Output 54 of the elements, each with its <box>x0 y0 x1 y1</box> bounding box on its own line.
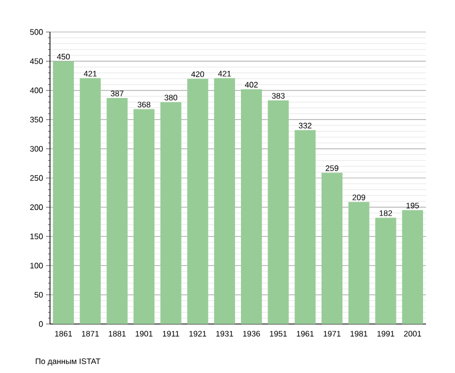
bar <box>214 78 236 324</box>
x-tick-label: 1951 <box>270 330 287 337</box>
data-label: 421 <box>218 70 231 76</box>
data-label: 182 <box>380 210 392 216</box>
data-label: 332 <box>298 122 312 128</box>
x-tick-label: 1981 <box>350 330 368 337</box>
y-tick-label: 100 <box>30 262 43 268</box>
bar <box>348 202 370 324</box>
x-tick-label: 1921 <box>189 330 206 337</box>
bar <box>106 98 128 324</box>
x-tick-label: 1901 <box>136 330 153 337</box>
bar <box>375 218 396 324</box>
x-tick-label: 1911 <box>162 330 180 337</box>
text: По данным ISTAT <box>36 358 100 366</box>
y-tick-label: 250 <box>30 175 43 181</box>
bar <box>268 100 289 324</box>
bar <box>80 78 101 324</box>
x-tick-label: 1931 <box>216 330 234 337</box>
y-tick-label: 300 <box>30 146 43 152</box>
data-label: 259 <box>326 165 338 172</box>
data-label: 402 <box>244 82 258 88</box>
data-label: 209 <box>352 194 366 200</box>
data-label: 380 <box>164 94 178 100</box>
x-tick-label: 1861 <box>55 330 72 337</box>
data-label: 387 <box>110 90 124 96</box>
x-tick-label: 1961 <box>296 330 314 337</box>
bar <box>322 172 342 324</box>
y-tick-label: 0 <box>39 321 43 327</box>
y-tick-label: 450 <box>30 58 43 64</box>
bar <box>402 210 424 324</box>
data-label: 421 <box>84 70 97 76</box>
x-tick-label: 2001 <box>404 330 422 337</box>
data-label: 368 <box>138 102 150 108</box>
x-tick-label: 1991 <box>377 330 394 337</box>
bar <box>187 78 208 324</box>
data-label: 420 <box>191 71 204 78</box>
y-tick-label: 350 <box>30 116 43 122</box>
x-tick-label: 1881 <box>108 330 126 337</box>
bar <box>294 130 316 324</box>
data-label: 195 <box>406 202 419 208</box>
bar <box>134 109 154 324</box>
y-tick-label: 200 <box>30 204 43 210</box>
x-tick-label: 1936 <box>243 330 260 337</box>
y-tick-label: 150 <box>30 234 43 240</box>
data-label: 450 <box>56 54 70 60</box>
y-tick-label: 50 <box>34 292 43 298</box>
x-tick-label: 1971 <box>324 330 341 337</box>
data-label: 383 <box>272 92 285 99</box>
bar <box>160 102 182 324</box>
y-tick-label: 400 <box>30 88 43 94</box>
x-tick-label: 1871 <box>82 330 99 337</box>
bar <box>52 61 74 324</box>
y-tick-label: 500 <box>30 29 43 35</box>
bar <box>240 89 262 324</box>
